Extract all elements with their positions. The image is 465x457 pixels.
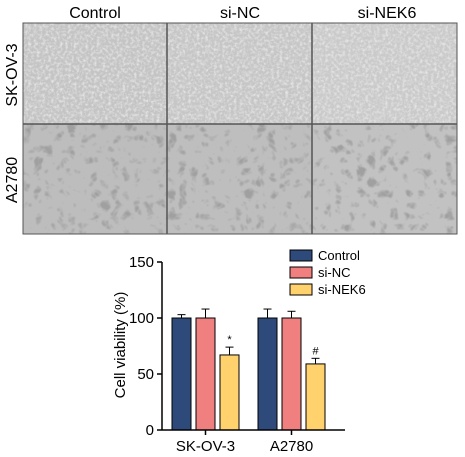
bar xyxy=(171,317,192,431)
bar xyxy=(219,354,240,431)
legend-swatch xyxy=(289,283,313,296)
y-axis-label: Cell viability (%) xyxy=(112,292,129,399)
micrograph-a2780-si-nc xyxy=(167,124,312,234)
legend-label: si-NC xyxy=(318,265,351,280)
row-label-a2780: A2780 xyxy=(4,157,21,203)
micrograph-a2780-si-nek6 xyxy=(312,124,457,234)
micrograph-a2780-control xyxy=(23,124,167,234)
bar xyxy=(195,317,216,431)
legend-label: si-NEK6 xyxy=(318,282,366,297)
y-tick-label: 50 xyxy=(137,366,154,383)
row-label-sk-ov-3: SK-OV-3 xyxy=(4,43,21,106)
x-tick-label: SK-OV-3 xyxy=(176,438,235,455)
significance-mark: * xyxy=(227,334,232,346)
legend-label: Control xyxy=(318,248,360,263)
y-tick-label: 0 xyxy=(146,422,154,439)
legend-swatch xyxy=(289,266,313,279)
micrograph-sk-ov-3-si-nc xyxy=(167,23,312,124)
y-tick-label: 100 xyxy=(129,310,154,327)
bar xyxy=(305,363,326,431)
bar xyxy=(257,317,278,431)
x-axis-ticks: SK-OV-3 A2780 xyxy=(176,430,313,455)
micrograph-sk-ov-3-si-nek6 xyxy=(312,23,457,124)
significance-mark: # xyxy=(312,345,319,357)
y-axis-ticks: 0 50 100 150 xyxy=(129,254,162,439)
micrograph-sk-ov-3-control xyxy=(23,23,167,124)
legend-swatch xyxy=(289,249,313,262)
column-label-si-nc: si-NC xyxy=(220,5,260,22)
micrograph-grid xyxy=(22,22,458,235)
y-tick-label: 150 xyxy=(129,254,154,271)
bar-series: *# xyxy=(171,308,326,431)
legend: Control si-NC si-NEK6 xyxy=(289,248,366,297)
column-label-si-nek6: si-NEK6 xyxy=(358,5,417,22)
x-tick-label: A2780 xyxy=(270,438,313,455)
bar xyxy=(281,317,302,431)
column-label-control: Control xyxy=(69,5,121,22)
